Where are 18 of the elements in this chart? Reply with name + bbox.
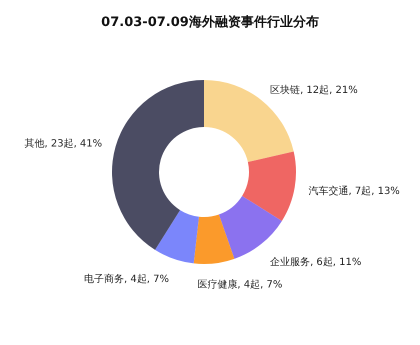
donut-slice bbox=[242, 152, 296, 221]
donut-slice bbox=[155, 210, 199, 264]
data-label: , 4起, 7% bbox=[237, 278, 282, 290]
slice-label: 电子商务 bbox=[84, 273, 124, 286]
slice-label: 其他 bbox=[24, 138, 44, 150]
donut-slice bbox=[112, 80, 204, 250]
slice-label: 医疗健康 bbox=[197, 278, 238, 290]
chart-title: 07.03-07.09海外融资事件行业分布 bbox=[101, 15, 319, 30]
donut-slice bbox=[194, 214, 234, 264]
slice-label: 区块链 bbox=[270, 84, 300, 96]
donut-slice bbox=[218, 196, 282, 259]
data-label: , 6起, 11% bbox=[310, 256, 362, 268]
data-label: , 23起, 41% bbox=[44, 138, 102, 150]
data-label: , 7起, 13% bbox=[348, 184, 400, 197]
data-label: , 12起, 21% bbox=[300, 84, 358, 96]
data-label: , 4起, 7% bbox=[124, 273, 169, 286]
slice-label: 汽车交通 bbox=[308, 184, 348, 197]
slice-label: 企业服务 bbox=[270, 256, 310, 268]
